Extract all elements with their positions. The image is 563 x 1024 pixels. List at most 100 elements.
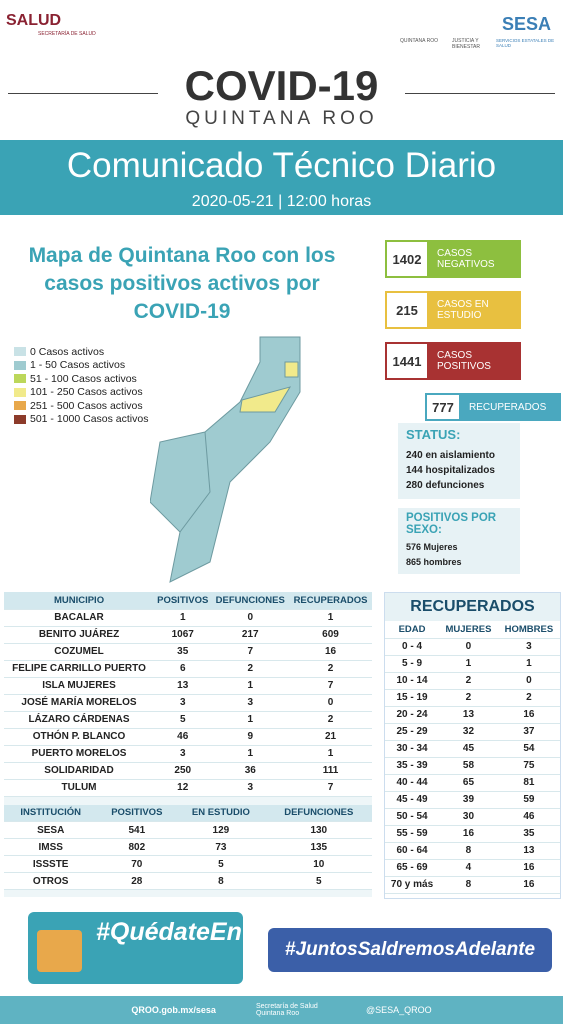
cell: 21 (289, 728, 372, 746)
stat: 1441 CASOS POSITIVOS (385, 342, 563, 380)
header-cell: POSITIVOS (154, 592, 212, 610)
footer-secretaria: Secretaría de Salud Quintana Roo (255, 1003, 318, 1017)
cell: 32 (439, 723, 498, 741)
footer-url: QROO.gob.mx/sesa (131, 1005, 216, 1015)
cell: 130 (265, 821, 372, 839)
row: TULUM 12 3 7 (4, 779, 372, 797)
sesa-sub: SERVICIOS ESTATALES DE SALUD (496, 38, 555, 48)
cell: 1 (497, 655, 560, 673)
legend-label: 101 - 250 Casos activos (30, 386, 143, 399)
stat-label: CASOS POSITIVOS (429, 342, 521, 380)
legend-item: 101 - 250 Casos activos (14, 386, 148, 400)
legend-swatch (14, 347, 26, 357)
legend-swatch (14, 360, 26, 370)
cell: 5 - 9 (385, 655, 440, 673)
row: 60 - 64 8 13 (385, 842, 560, 860)
row: 10 - 14 2 0 (385, 672, 560, 690)
cell: 28 (97, 872, 177, 890)
header-cell: DEFUNCIONES (211, 592, 290, 610)
cell: SESA (4, 821, 98, 839)
cell: 50 - 54 (385, 808, 440, 826)
rule (8, 93, 158, 94)
row: 25 - 29 32 37 (385, 723, 560, 741)
map-title: Mapa de Quintana Roo con los casos posit… (28, 244, 336, 323)
row: 20 - 24 13 16 (385, 706, 560, 724)
legend-swatch (14, 401, 26, 411)
cell: 2 (289, 660, 372, 678)
sexo-box: POSITIVOS POR SEXO: 576 Mujeres 865 hombr… (398, 508, 520, 574)
hashtag-juntos: #JuntosSaldremosAdelante (268, 928, 552, 972)
row: 30 - 34 45 54 (385, 740, 560, 758)
sexo-lines: 576 Mujeres 865 hombres (406, 540, 512, 570)
row: FELIPE CARRILLO PUERTO 6 2 2 (4, 660, 372, 678)
legend-item: 0 Casos activos (14, 345, 148, 359)
row: COZUMEL 35 7 16 (4, 643, 372, 661)
cell: 13 (497, 842, 560, 860)
cell: 65 (439, 774, 498, 792)
cell: 2 (289, 711, 372, 729)
cell: 2 (211, 660, 290, 678)
cell: SOLIDARIDAD (4, 762, 155, 780)
row: 65 - 69 4 16 (385, 859, 560, 877)
stats: 1402 CASOS NEGATIVOS 215 CASOS EN ESTUDIO 14… (385, 240, 563, 434)
sesa-logo: SESA (502, 14, 552, 34)
legend-swatch (14, 414, 26, 424)
row: 70 y más 8 16 (385, 876, 560, 894)
cell: 13 (154, 677, 212, 695)
cell: 73 (176, 838, 266, 856)
header-row: INSTITUCIÓN POSITIVOS EN ESTUDIO DEFUNCIONE… (4, 804, 372, 822)
status-line: 144 hospitalizados (406, 465, 495, 476)
banner: Comunicado Técnico Diario 2020-05-21 | 1… (0, 140, 563, 215)
stat-value: 1441 (385, 342, 429, 380)
stat-label: CASOS EN ESTUDIO (429, 291, 521, 329)
cell: 2 (439, 689, 498, 707)
cell: 802 (97, 838, 177, 856)
cell: 37 (497, 723, 560, 741)
header-cell: HOMBRES (497, 621, 560, 639)
status-title: STATUS: (406, 427, 461, 442)
cell: OTHÓN P. BLANCO (4, 728, 155, 746)
cell: 36 (211, 762, 290, 780)
cell: 1 (211, 711, 290, 729)
sexo-title: POSITIVOS POR SEXO: (406, 512, 497, 536)
cell: 3 (211, 779, 290, 797)
stat-label: CASOS NEGATIVOS (429, 240, 521, 278)
cell: 35 - 39 (385, 757, 440, 775)
cell: 1 (289, 745, 372, 763)
logo-bienestar: JUSTICIA Y BIENESTAR (452, 38, 480, 50)
row: SOLIDARIDAD 250 36 111 (4, 762, 372, 780)
salud-logo: SALUD (6, 12, 62, 29)
row: 35 - 39 58 75 (385, 757, 560, 775)
cell: 1 (154, 609, 212, 627)
legend-label: 0 Casos activos (30, 345, 105, 358)
cell: 35 (154, 643, 212, 661)
row: IMSS 802 73 135 (4, 838, 372, 856)
banner-date: 2020-05-21 | 12:00 horas (191, 193, 372, 210)
legend-item: 51 - 100 Casos activos (14, 372, 148, 386)
cell: 65 - 69 (385, 859, 440, 877)
cell: 20 - 24 (385, 706, 440, 724)
header-cell: DEFUNCIONES (265, 804, 372, 822)
cell: 111 (289, 762, 372, 780)
cell: IMSS (4, 838, 98, 856)
cell: 5 (154, 711, 212, 729)
legend: 0 Casos activos 1 - 50 Casos activos 51 - … (14, 345, 148, 426)
cell: 129 (176, 821, 266, 839)
covid-title: COVID-19 (184, 62, 379, 109)
cell: FELIPE CARRILLO PUERTO (4, 660, 155, 678)
row: OTHÓN P. BLANCO 46 9 21 (4, 728, 372, 746)
cell: 1 (211, 745, 290, 763)
cell: BACALAR (4, 609, 155, 627)
cell: 6 (154, 660, 212, 678)
row: OTROS 28 8 5 (4, 872, 372, 890)
cell: 135 (265, 838, 372, 856)
cell: 1 (289, 609, 372, 627)
cell: 12 (154, 779, 212, 797)
cell: 1067 (154, 626, 212, 644)
cell: JOSÉ MARÍA MORELOS (4, 694, 155, 712)
cell: 15 - 19 (385, 689, 440, 707)
map-region (239, 386, 292, 413)
stat-label: RECUPERADOS (461, 393, 561, 421)
rule (405, 93, 555, 94)
